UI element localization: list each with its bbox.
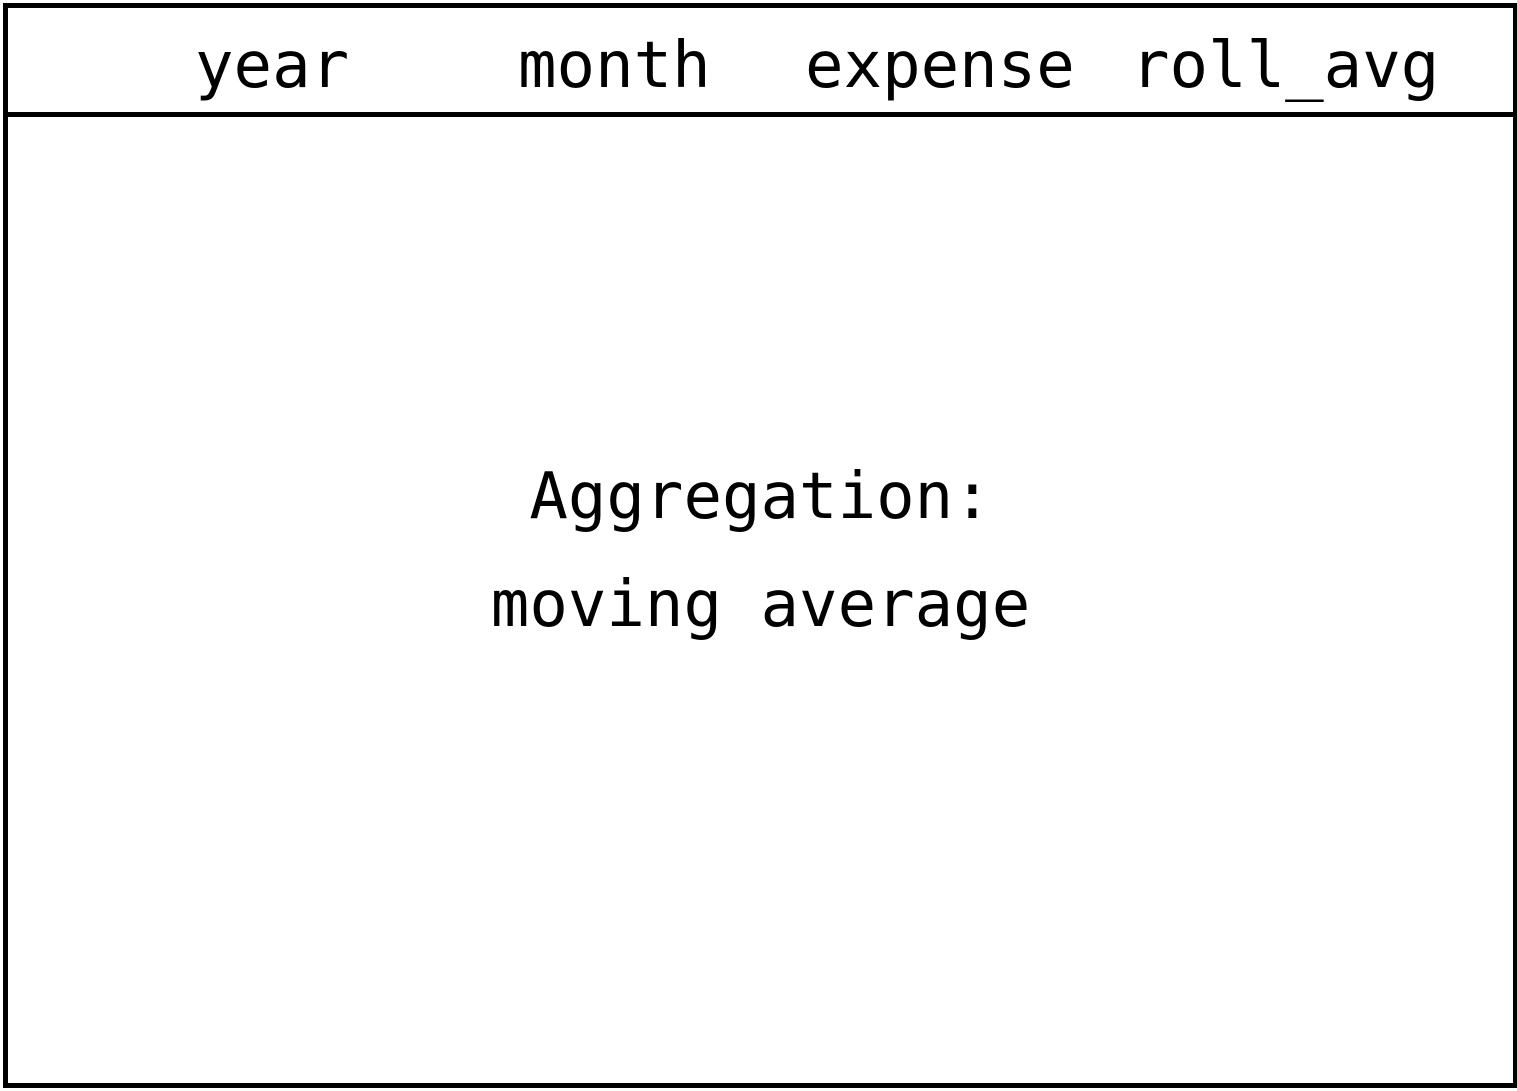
aggregation-method: moving average <box>490 568 1031 642</box>
aggregation-label: Aggregation: <box>529 460 992 534</box>
table-header-row: year month expense roll_avg <box>8 8 1513 117</box>
column-header-roll-avg: roll_avg <box>1131 29 1440 103</box>
column-header-expense: expense <box>805 29 1075 103</box>
column-header-month: month <box>518 29 711 103</box>
column-header-year: year <box>195 29 350 103</box>
table-diagram: year month expense roll_avg Aggregation:… <box>3 3 1517 1088</box>
table-body: Aggregation: moving average <box>8 117 1513 1083</box>
